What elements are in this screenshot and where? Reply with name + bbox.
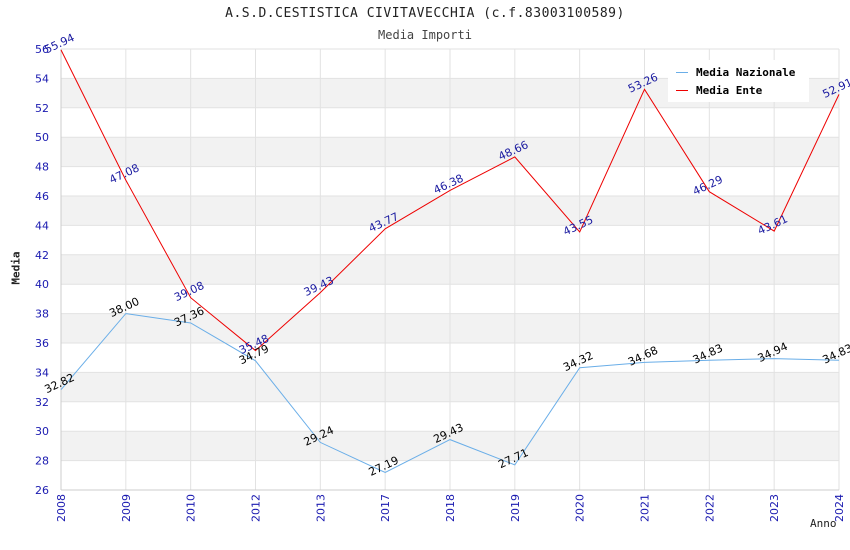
y-tick-label: 28: [35, 455, 49, 468]
x-tick-label: 2022: [703, 494, 716, 522]
legend-label-ente: Media Ente: [696, 83, 763, 97]
chart-title: A.S.D.CESTISTICA CIVITAVECCHIA (c.f.8300…: [225, 6, 625, 21]
y-tick-label: 26: [35, 484, 49, 497]
y-tick-label: 56: [35, 43, 49, 56]
x-tick-label: 2009: [120, 494, 133, 522]
x-tick-label: 2021: [639, 494, 652, 522]
y-tick-label: 38: [35, 308, 49, 321]
legend-item-ente: Media Ente: [676, 83, 762, 97]
x-tick-label: 2017: [379, 494, 392, 522]
series-line-ente: [60, 49, 840, 352]
data-label-nazionale: 34.83: [691, 341, 725, 366]
y-tick-label: 46: [35, 190, 49, 203]
legend: Media Nazionale Media Ente: [668, 60, 809, 102]
chart-subtitle: Media Importi: [378, 28, 472, 42]
x-tick-label: 2019: [509, 494, 522, 522]
data-label-nazionale: 34.94: [756, 340, 790, 365]
y-tick-label: 36: [35, 337, 49, 350]
x-tick-label: 2020: [574, 494, 587, 522]
x-tick-label: 2010: [185, 494, 198, 522]
y-tick-label: 32: [35, 396, 49, 409]
y-tick-label: 40: [35, 278, 49, 291]
data-label-ente: 46.38: [431, 172, 465, 197]
data-label-ente: 46.29: [691, 173, 725, 198]
x-tick-label: 2012: [250, 494, 263, 522]
legend-item-nazionale: Media Nazionale: [676, 65, 795, 79]
x-tick-label: 2018: [444, 494, 457, 522]
legend-label-nazionale: Media Nazionale: [696, 65, 796, 79]
y-tick-label: 50: [35, 131, 49, 144]
y-tick-label: 34: [35, 366, 49, 379]
y-tick-label: 52: [35, 102, 49, 115]
y-tick-label: 54: [35, 72, 49, 85]
data-label-nazionale: 34.83: [820, 341, 850, 366]
y-tick-label: 48: [35, 161, 49, 174]
x-tick-label: 2023: [768, 494, 781, 522]
x-tick-label: 2013: [314, 494, 327, 522]
x-tick-label: 2008: [55, 494, 68, 522]
series-line-nazionale: [60, 313, 840, 474]
legend-swatch-nazionale: [676, 71, 688, 73]
y-axis-label: Media: [9, 251, 23, 285]
data-label-nazionale: 34.68: [626, 344, 660, 369]
y-tick-label: 44: [35, 219, 49, 232]
y-tick-label: 30: [35, 425, 49, 438]
legend-swatch-ente: [676, 89, 688, 91]
y-tick-label: 42: [35, 249, 49, 262]
x-tick-label: 2024: [833, 494, 846, 522]
x-axis-label: Anno: [810, 517, 837, 530]
